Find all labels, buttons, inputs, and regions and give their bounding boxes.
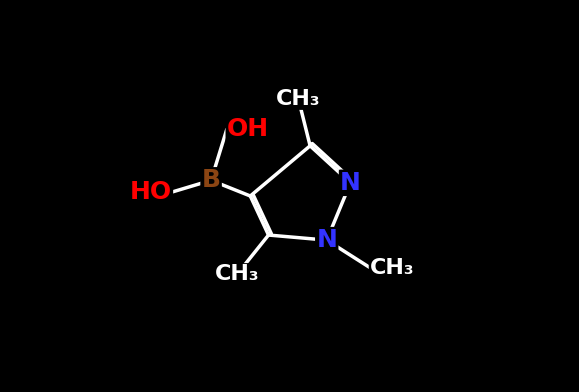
Text: N: N <box>340 171 361 195</box>
Text: CH₃: CH₃ <box>370 258 415 278</box>
Text: OH: OH <box>227 117 269 142</box>
Text: N: N <box>316 228 337 252</box>
Text: CH₃: CH₃ <box>215 264 259 284</box>
Text: B: B <box>201 168 221 192</box>
Text: HO: HO <box>130 180 172 204</box>
Text: CH₃: CH₃ <box>276 89 321 109</box>
